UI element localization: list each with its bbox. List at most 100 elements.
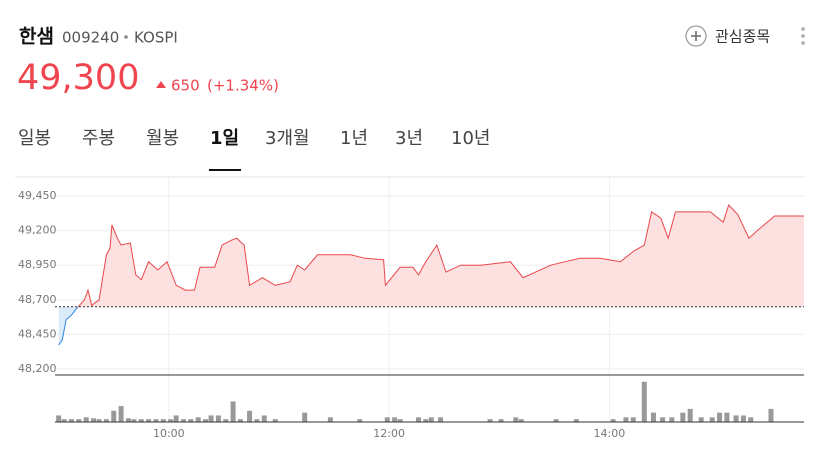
watch-label: 관심종목 (715, 28, 770, 46)
volume-bar (168, 419, 174, 422)
more-menu[interactable] (801, 27, 805, 45)
volume-bar (195, 417, 201, 422)
volume-bar (513, 417, 519, 422)
volume-bar (56, 415, 62, 422)
plus-icon (691, 31, 701, 41)
volume-bar (118, 406, 124, 422)
volume-bar (76, 419, 82, 422)
volume-bar (623, 417, 629, 422)
volume-bar (327, 417, 333, 422)
tab[interactable]: 1년 (340, 128, 368, 149)
volume-bar (188, 419, 194, 422)
volume-bar (573, 419, 579, 422)
x-tick-label: 12:00 (373, 427, 405, 440)
y-tick-label: 49,450 (18, 189, 57, 202)
dot (801, 34, 805, 38)
price-line (77, 204, 804, 307)
volume-bar (553, 419, 559, 422)
stock-code: 009240 (62, 29, 119, 47)
volume-bar (384, 417, 390, 422)
volume-bar (357, 419, 363, 422)
volume-bar (69, 419, 75, 422)
volume-bar (650, 412, 656, 422)
tab[interactable]: 10년 (451, 128, 490, 149)
volume-bar (717, 412, 723, 422)
volume-bar (230, 401, 236, 422)
volume-bar (438, 417, 444, 422)
volume-bar (203, 419, 209, 422)
volume-bar (733, 415, 739, 422)
volume-bar (498, 419, 504, 422)
y-tick-label: 48,200 (18, 362, 57, 375)
tab[interactable]: 3년 (395, 128, 423, 149)
watch-button[interactable]: 관심종목 (685, 25, 770, 47)
volume-bar (487, 419, 493, 422)
volume-bar (138, 419, 144, 422)
stock-name: 한샘 (19, 26, 54, 48)
separator-dot (124, 35, 128, 39)
volume-bar (698, 417, 704, 422)
volume-bar (610, 419, 616, 422)
volume-bar (669, 417, 675, 422)
volume-bar (223, 419, 229, 422)
volume-bar (160, 419, 166, 422)
tab[interactable]: 3개월 (265, 128, 310, 149)
volume-bar (660, 417, 666, 422)
change: 650 (171, 77, 200, 95)
market: KOSPI (134, 29, 178, 47)
volume-bar (173, 415, 179, 422)
change-rate: (+1.34%) (207, 77, 279, 95)
volume-bar (254, 419, 260, 422)
volume-bar (423, 419, 429, 422)
volume-bar (768, 408, 774, 422)
y-tick-label: 48,950 (18, 258, 57, 271)
volume-bar (687, 408, 693, 422)
volume-bar (153, 419, 159, 422)
tab-bar: 일봉 주봉 월봉 1일 3개월 1년 3년 10년 (18, 128, 490, 171)
plus-circle (685, 25, 707, 47)
volume-bar (146, 419, 152, 422)
volume-bar (237, 419, 243, 422)
x-tick-label: 10:00 (153, 427, 185, 440)
volume-bar (96, 419, 102, 422)
tab[interactable]: 월봉 (146, 128, 179, 149)
volume-bar (641, 381, 647, 422)
volume-bar (397, 419, 403, 422)
price: 49,300 (17, 58, 139, 98)
volume-bar (272, 419, 278, 422)
y-tick-label: 48,450 (18, 327, 57, 340)
volume-bar (181, 419, 187, 422)
y-tick-label: 49,200 (18, 224, 57, 237)
volume-bar (302, 412, 308, 422)
volume-bar (724, 412, 730, 422)
volume-bar (61, 419, 67, 422)
volume-bar (392, 417, 398, 422)
dot (801, 41, 805, 45)
volume-bar (680, 412, 686, 422)
volume-bar (415, 417, 421, 422)
tab[interactable]: 일봉 (18, 128, 51, 149)
volume-bar (261, 415, 267, 422)
volume-bar (103, 419, 109, 422)
volume-bar (630, 417, 636, 422)
volume-bar (91, 418, 97, 422)
x-tick-label: 14:00 (594, 427, 626, 440)
dot (801, 27, 805, 31)
volume-bar (748, 417, 754, 422)
volume-bar (518, 419, 524, 422)
volume-bar (208, 415, 214, 422)
volume-bar (215, 415, 221, 422)
tab[interactable]: 주봉 (82, 128, 115, 149)
volume-bar (740, 415, 746, 422)
area-above-close (58, 205, 804, 307)
up-arrow (156, 81, 166, 88)
volume-bar (709, 417, 715, 422)
area-below-close (58, 306, 79, 346)
volume-bar (247, 410, 253, 422)
volume-bar (428, 417, 434, 422)
volume-bar (83, 417, 89, 422)
volume-bar (125, 418, 131, 422)
volume-bar (131, 419, 137, 422)
volume-bar (111, 410, 117, 422)
tab[interactable]: 1일 (210, 128, 239, 149)
